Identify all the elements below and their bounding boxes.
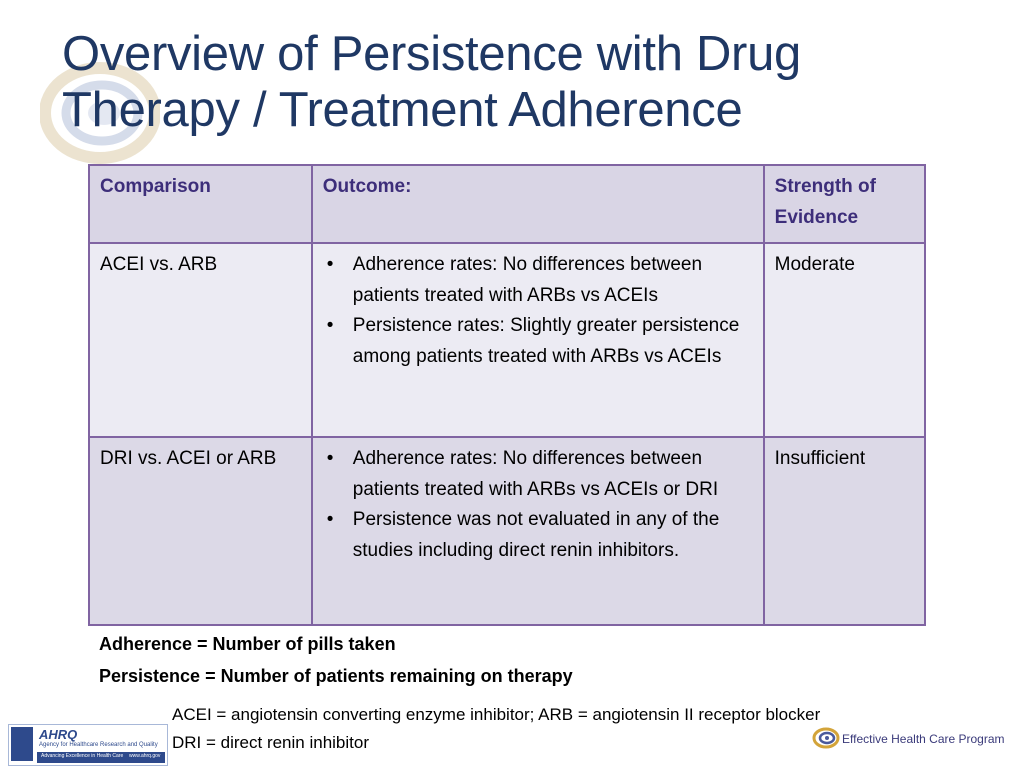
comparison-cell: ACEI vs. ARB bbox=[88, 242, 313, 438]
table-row: DRI vs. ACEI or ARB Adherence rates: No … bbox=[88, 436, 927, 626]
abbreviation-line-1: ACEI = angiotensin converting enzyme inh… bbox=[172, 705, 821, 724]
ahrq-logo-bar bbox=[37, 752, 165, 763]
adherence-definition: Adherence = Number of pills taken bbox=[99, 634, 396, 654]
ahrq-logo-subtitle: Agency for Healthcare Research and Quali… bbox=[39, 742, 158, 748]
background-swirl-logo bbox=[40, 62, 160, 164]
abbreviation-line-2: DRI = direct renin inhibitor bbox=[172, 733, 370, 752]
table-header-row: Comparison Outcome: Strength of Evidence bbox=[88, 164, 927, 244]
title-line-1: Overview of Persistence with Drug bbox=[62, 27, 801, 81]
ahrq-logo-tagline: Advancing Excellence in Health Care bbox=[41, 753, 124, 759]
table-row: ACEI vs. ARB Adherence rates: No differe… bbox=[88, 242, 927, 438]
header-outcome: Outcome: bbox=[310, 164, 765, 244]
strength-cell: Insufficient bbox=[762, 436, 927, 626]
outcome-cell: Adherence rates: No differences between … bbox=[310, 242, 765, 438]
title-line-2: Therapy / Treatment Adherence bbox=[62, 83, 743, 137]
program-name: Effective Health Care Program bbox=[842, 732, 1005, 746]
header-strength: Strength of Evidence bbox=[762, 164, 927, 244]
header-comparison: Comparison bbox=[88, 164, 313, 244]
outcome-item: Persistence rates: Slightly greater pers… bbox=[327, 311, 753, 372]
outcome-item: Adherence rates: No differences between … bbox=[327, 444, 753, 505]
outcome-list: Adherence rates: No differences between … bbox=[323, 444, 753, 566]
outcome-cell: Adherence rates: No differences between … bbox=[310, 436, 765, 626]
persistence-definition: Persistence = Number of patients remaini… bbox=[99, 666, 573, 686]
outcome-list: Adherence rates: No differences between … bbox=[323, 250, 753, 372]
evidence-table: Comparison Outcome: Strength of Evidence… bbox=[88, 164, 927, 626]
effective-health-care-logo: Effective Health Care Program bbox=[812, 726, 1008, 752]
ahrq-logo: AHRQ Agency for Healthcare Research and … bbox=[8, 724, 168, 766]
outcome-item: Persistence was not evaluated in any of … bbox=[327, 505, 753, 566]
swirl-icon bbox=[812, 727, 840, 749]
ahrq-logo-name: AHRQ bbox=[39, 727, 78, 742]
ahrq-logo-url: www.ahrq.gov bbox=[129, 753, 161, 759]
slide-title: Overview of Persistence with Drug Therap… bbox=[62, 26, 1002, 138]
strength-cell: Moderate bbox=[762, 242, 927, 438]
outcome-item: Adherence rates: No differences between … bbox=[327, 250, 753, 311]
hhs-seal-icon bbox=[11, 727, 33, 761]
comparison-cell: DRI vs. ACEI or ARB bbox=[88, 436, 313, 626]
